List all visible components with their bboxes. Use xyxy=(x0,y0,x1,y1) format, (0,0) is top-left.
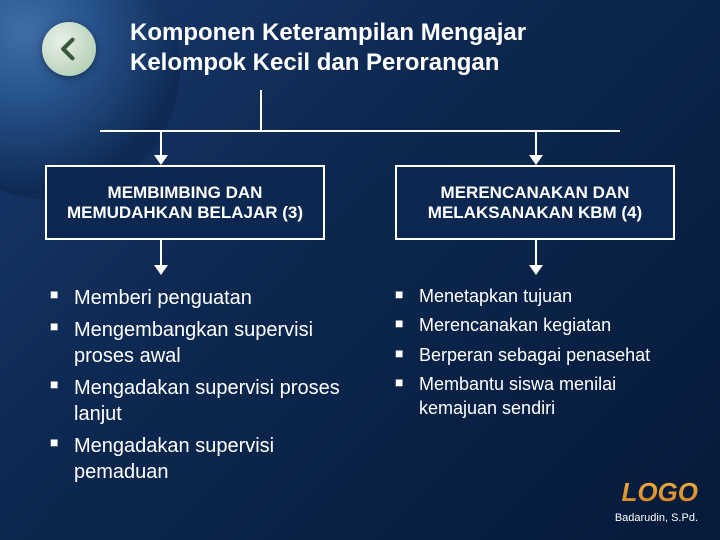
connector xyxy=(260,90,262,130)
title-line-1: Komponen Keterampilan Mengajar xyxy=(130,18,680,48)
title-line-2: Kelompok Kecil dan Perorangan xyxy=(130,48,680,78)
logo-text: LOGO xyxy=(621,477,698,508)
author-text: Badarudin, S.Pd. xyxy=(615,512,698,524)
back-button[interactable] xyxy=(42,22,96,76)
list-item: Mengembangkan supervisi proses awal xyxy=(50,317,350,369)
arrow-down-icon xyxy=(154,155,168,165)
list-item: Berperan sebagai penasehat xyxy=(395,344,685,367)
box-right: MERENCANAKAN DAN MELAKSANAKAN KBM (4) xyxy=(395,165,675,240)
page-title: Komponen Keterampilan Mengajar Kelompok … xyxy=(130,18,680,78)
arrow-down-icon xyxy=(529,155,543,165)
chevron-left-icon xyxy=(55,35,83,63)
list-item: Mengadakan supervisi proses lanjut xyxy=(50,375,350,427)
connector xyxy=(100,130,620,132)
list-right: Menetapkan tujuan Merencanakan kegiatan Be… xyxy=(395,285,685,426)
box-left: MEMBIMBING DAN MEMUDAHKAN BELAJAR (3) xyxy=(45,165,325,240)
list-left: Memberi penguatan Mengembangkan supervisi… xyxy=(50,285,350,491)
list-item: Memberi penguatan xyxy=(50,285,350,311)
list-item: Mengadakan supervisi pemaduan xyxy=(50,433,350,485)
list-item: Membantu siswa menilai kemajuan sendiri xyxy=(395,373,685,420)
list-item: Merencanakan kegiatan xyxy=(395,314,685,337)
list-item: Menetapkan tujuan xyxy=(395,285,685,308)
arrow-down-icon xyxy=(529,265,543,275)
arrow-down-icon xyxy=(154,265,168,275)
